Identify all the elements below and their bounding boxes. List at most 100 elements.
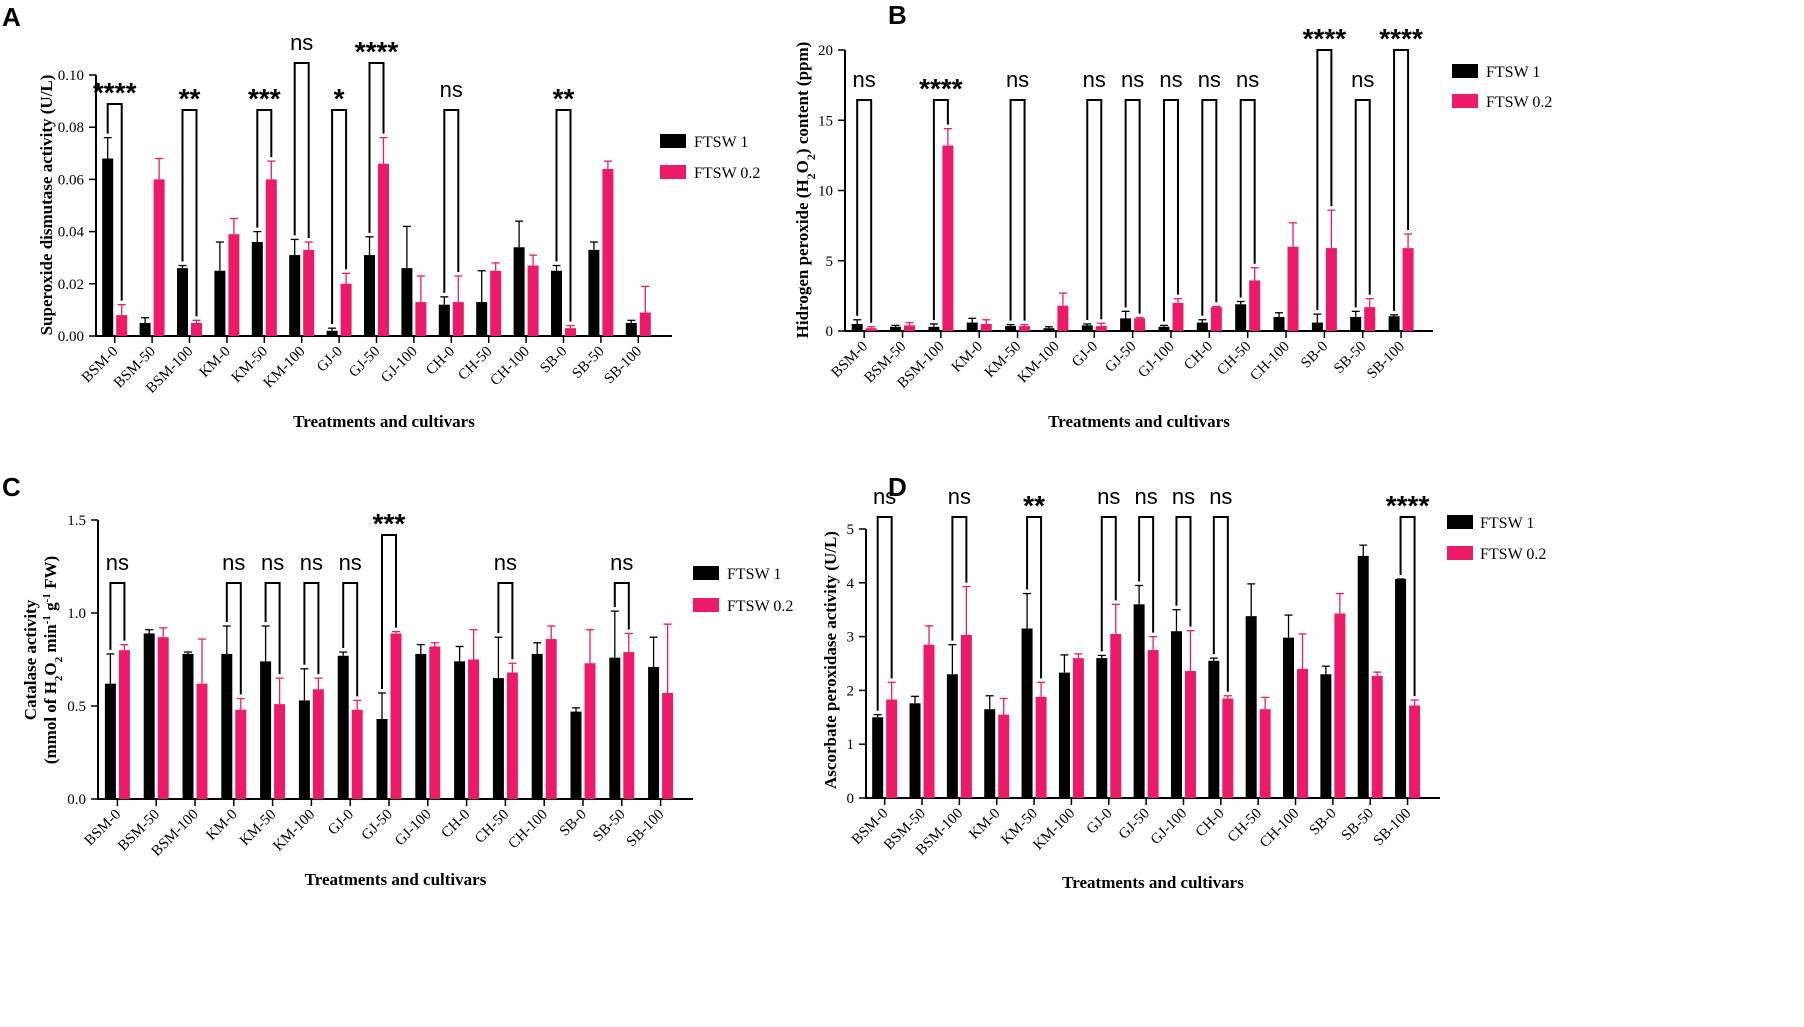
y-axis-title-part: 2 [53,675,65,681]
bar-ftsw1 [1311,322,1323,331]
significance-label: **** [1386,490,1430,521]
bar-ftsw02 [153,179,165,336]
significance-bracket [1009,99,1026,321]
significance-bracket [303,582,320,675]
x-tick-label: GJ-0 [1069,339,1101,371]
significance-label: **** [355,36,399,67]
significance-label: ns [853,67,876,92]
bar-ftsw02 [378,163,389,336]
legend-label: FTSW 1 [1480,515,1534,532]
bar-ftsw1 [1120,318,1132,331]
bar-ftsw02 [468,659,480,799]
y-tick-label: 3 [847,630,855,646]
bar-ftsw02 [1325,248,1337,331]
significance-label: ns [1198,67,1221,92]
bar-ftsw02 [1249,280,1261,331]
y-tick-label: 20 [818,43,833,59]
significance-bracket [342,582,359,697]
x-tick-label: SB-0 [1298,339,1331,372]
x-tick-label: KM-0 [949,339,986,376]
significance-bracket [1316,49,1333,311]
bar-ftsw1 [104,683,116,799]
bar-ftsw02 [157,637,169,799]
x-tick-label: SB-0 [537,344,570,377]
bar-ftsw02 [545,639,557,799]
legend-label: FTSW 0.2 [694,165,760,182]
bar-ftsw1 [1096,658,1108,798]
x-tick-label: SB-100 [624,807,668,851]
x-tick-label: KM-100 [1015,339,1063,387]
x-tick-label: GJ-100 [378,344,421,387]
bar-ftsw1 [1170,631,1182,798]
bar-ftsw1 [102,158,114,336]
bar-ftsw02 [1019,326,1031,331]
bar-ftsw02 [1095,326,1107,331]
x-tick-label: GJ-100 [1135,339,1178,382]
bar-ftsw1 [1283,637,1295,798]
y-axis-title-part: -1 [41,593,53,602]
bar-ftsw1 [1320,674,1332,798]
bar-ftsw02 [118,650,130,799]
significance-label: ns [1135,484,1158,509]
bar-ftsw1 [570,711,582,799]
bar-ftsw1 [1133,604,1145,798]
x-tick-label: SB-100 [1364,339,1408,383]
bar-ftsw02 [980,323,992,331]
y-tick-label: 2 [847,683,855,699]
significance-bracket [106,103,123,301]
bar-ftsw02 [452,302,464,336]
bar-ftsw1 [438,304,450,336]
bar-ftsw02 [312,689,324,799]
y-axis-title-part: 2 [804,173,818,179]
bar-ftsw1 [1043,328,1055,331]
bar-ftsw02 [490,270,502,336]
significance-bracket [1239,99,1256,298]
bar-ftsw02 [998,714,1010,798]
y-tick-label: 5 [847,522,855,538]
significance-label: ns [1236,67,1259,92]
x-tick-label: KM-100 [261,344,309,392]
bar-ftsw02 [1057,305,1069,331]
y-axis-title-part: g [41,602,60,615]
bar-ftsw02 [1172,302,1184,331]
bar-ftsw1 [251,242,263,336]
legend-swatch [1447,515,1473,529]
y-tick-label: 0 [826,324,834,340]
bar-ftsw02 [960,634,972,798]
legend-swatch [693,566,719,580]
y-axis-title-part: -1 [41,615,53,624]
bar-ftsw02 [429,646,441,799]
bar-ftsw02 [1210,307,1222,331]
significance-label: ** [179,83,201,114]
bar-ftsw02 [351,709,363,799]
significance-bracket [1100,516,1117,652]
bar-ftsw1 [221,653,233,799]
significance-label: ns [1159,67,1182,92]
bar-ftsw02 [265,179,277,336]
bar-ftsw02 [904,325,916,331]
significance-label: ns [339,550,362,575]
legend-swatch [693,598,719,612]
bar-ftsw1 [401,268,413,336]
y-axis-title: Hidrogen peroxide (H2O2) content (ppm) [793,42,818,339]
bar-ftsw02 [565,328,576,336]
significance-label: ns [1083,67,1106,92]
significance-bracket [381,534,397,689]
bar-ftsw1 [1350,316,1362,331]
panel-letter: B [888,0,907,30]
x-tick-label: CH-100 [487,344,532,389]
bar-ftsw1 [1005,326,1017,331]
bar-ftsw1 [909,703,921,798]
bar-ftsw1 [928,326,940,331]
significance-label: *** [248,83,281,114]
legend-swatch [660,134,686,148]
significance-bracket [1124,99,1141,314]
significance-bracket [331,109,348,325]
y-axis-title: Catalase activity [21,599,40,720]
x-tick-label: CH-100 [1247,339,1292,384]
y-axis-title-part: Hidrogen peroxide (H [793,179,812,338]
bar-ftsw1 [946,674,958,798]
y-tick-label: 0.06 [58,172,85,188]
significance-label: **** [1303,23,1347,54]
